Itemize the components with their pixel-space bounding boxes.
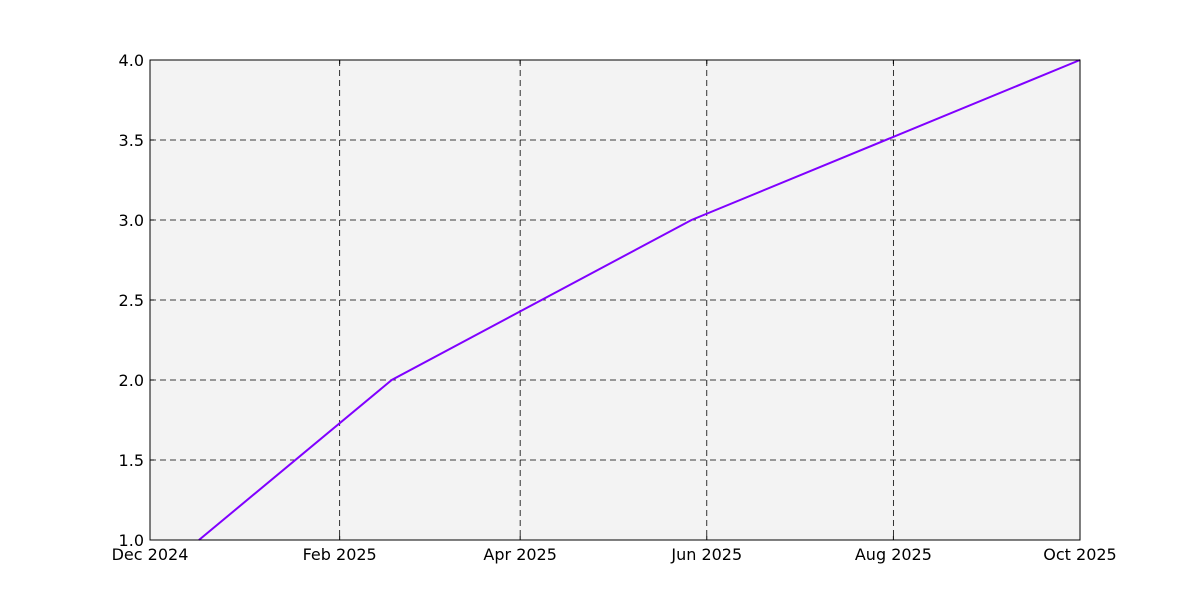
series-layer xyxy=(198,59,1081,541)
y-tick-label: 1.5 xyxy=(119,451,144,470)
y-tick-label: 2.0 xyxy=(119,371,144,390)
x-tick-label: Dec 2024 xyxy=(112,545,189,564)
y-tick-label: 3.0 xyxy=(119,211,144,230)
x-tick-label: Feb 2025 xyxy=(303,545,377,564)
y-tick-label: 1.0 xyxy=(119,531,144,550)
tick-marks xyxy=(149,59,1081,541)
x-tick-label: Jun 2025 xyxy=(670,545,742,564)
y-tick-label: 4.0 xyxy=(119,51,144,70)
x-tick-label: Aug 2025 xyxy=(855,545,932,564)
y-tick-label: 2.5 xyxy=(119,291,144,310)
grid-lines xyxy=(150,60,1080,540)
x-tick-label: Apr 2025 xyxy=(483,545,556,564)
x-tick-label: Oct 2025 xyxy=(1043,545,1116,564)
tick-labels: Dec 2024 Feb 2025 Apr 2025 Jun 2025 Aug 2025… xyxy=(112,51,1117,564)
y-tick-label: 3.5 xyxy=(119,131,144,150)
series-line xyxy=(198,59,1081,541)
